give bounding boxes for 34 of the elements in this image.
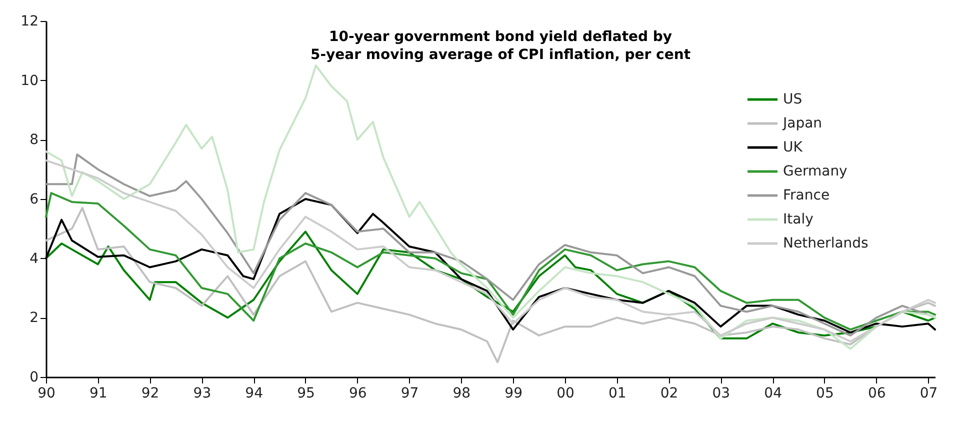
x-tick-label: 93 — [193, 386, 212, 402]
x-tick-label: 07 — [920, 386, 938, 402]
x-tick-label: 02 — [660, 386, 678, 402]
x-tick-label: 00 — [556, 386, 574, 402]
legend-label: France — [783, 188, 830, 204]
x-tick-label: 96 — [348, 386, 367, 402]
x-tick-label: 05 — [816, 386, 834, 402]
x-tick-label: 98 — [452, 386, 471, 402]
y-tick-label: 2 — [30, 310, 38, 326]
legend-label: Germany — [783, 164, 848, 180]
legend-label: Italy — [783, 212, 814, 228]
x-tick-label: 90 — [38, 386, 56, 402]
y-tick-label: 8 — [30, 132, 38, 148]
x-tick-label: 95 — [297, 386, 315, 402]
legend-label: US — [783, 92, 802, 108]
y-tick-label: 6 — [30, 192, 39, 208]
legend-label: Netherlands — [783, 236, 868, 252]
y-tick-label: 0 — [30, 370, 38, 386]
line-series — [45, 230, 936, 340]
x-tick-label: 03 — [712, 386, 730, 402]
legend-label: Japan — [782, 116, 822, 132]
x-tick-label: 97 — [400, 386, 419, 402]
x-tick-label: 91 — [89, 386, 108, 402]
x-tick-label: 99 — [504, 386, 522, 402]
x-tick-label: 01 — [608, 386, 626, 402]
legend-label: UK — [783, 140, 804, 156]
x-tick-label: 06 — [868, 386, 886, 402]
x-tick-label: 94 — [245, 386, 264, 402]
x-tick-label: 92 — [141, 386, 160, 402]
y-tick-label: 4 — [30, 250, 39, 267]
y-tick-label: 10 — [20, 72, 38, 89]
y-tick-label: 12 — [20, 14, 38, 30]
text: 10-year government bond yield deflated by 5-year moving average of CPI inflation, per cent — [310, 29, 691, 63]
x-tick-label: 04 — [764, 386, 782, 402]
